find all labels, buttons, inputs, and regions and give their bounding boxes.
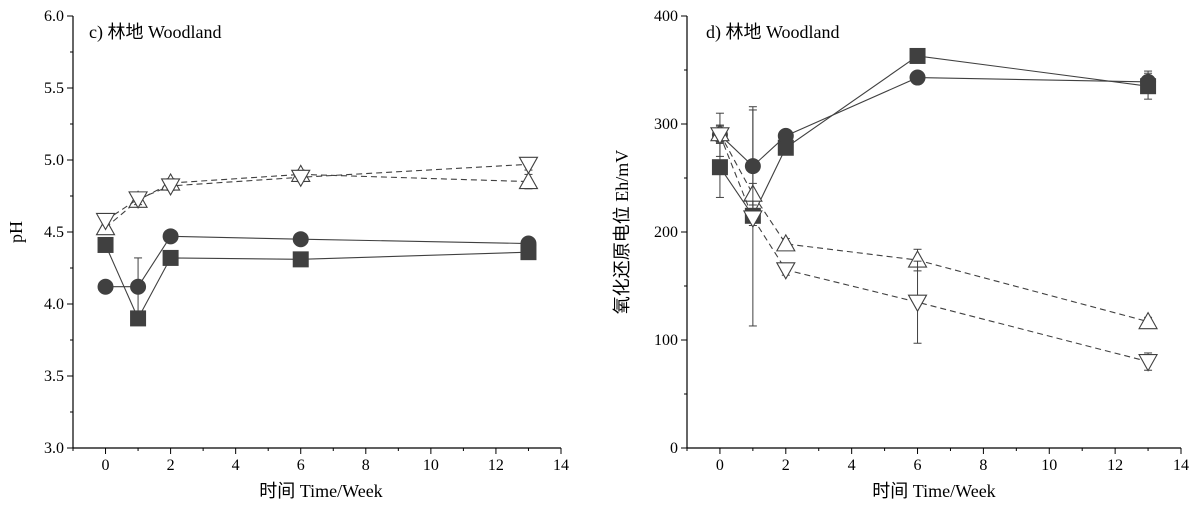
y-axis-title: pH — [6, 221, 26, 243]
x-tick-label: 2 — [167, 457, 175, 474]
data-point-triangle-up — [518, 171, 539, 190]
data-point-triangle-up — [775, 233, 796, 252]
data-point-triangle-down — [775, 262, 796, 280]
x-tick-label: 0 — [716, 457, 724, 474]
panel-title: c) 林地 Woodland — [89, 22, 222, 43]
y-tick-label: 200 — [654, 224, 678, 241]
series-circle — [97, 228, 537, 317]
y-tick-label: 0 — [670, 440, 678, 457]
data-point-triangle-down — [95, 212, 116, 231]
data-point-square — [292, 251, 309, 268]
data-point-square — [711, 159, 728, 176]
series-triangle-up — [95, 164, 539, 236]
y-tick-label: 400 — [654, 8, 678, 25]
x-tick-label: 4 — [232, 457, 240, 474]
data-point-circle — [520, 235, 537, 252]
data-point-triangle-down — [518, 156, 539, 175]
y-tick-label: 3.0 — [44, 440, 64, 457]
x-tick-label: 10 — [1041, 457, 1057, 474]
data-point-triangle-down — [128, 191, 149, 210]
data-point-triangle-down — [290, 169, 311, 188]
data-point-circle — [777, 127, 794, 144]
data-point-triangle-down — [907, 294, 928, 313]
x-tick-label: 14 — [553, 457, 569, 474]
x-tick-label: 12 — [1107, 457, 1123, 474]
series-triangle-down — [95, 156, 539, 231]
x-tick-label: 6 — [914, 457, 922, 474]
data-point-triangle-down — [160, 178, 181, 197]
x-tick-label: 14 — [1173, 457, 1189, 474]
y-tick-label: 5.5 — [44, 80, 64, 97]
y-tick-label: 300 — [654, 116, 678, 133]
y-tick-label: 4.5 — [44, 224, 64, 241]
series-line — [719, 133, 1149, 323]
x-tick-label: 10 — [423, 457, 439, 474]
x-tick-label: 4 — [848, 457, 856, 474]
y-tick-label: 4.0 — [44, 296, 64, 313]
series-square — [97, 236, 537, 327]
data-point-circle — [162, 228, 179, 245]
data-point-circle — [97, 278, 114, 295]
data-point-square — [162, 249, 179, 266]
x-tick-label: 12 — [488, 457, 504, 474]
data-point-square — [97, 236, 114, 253]
data-point-square — [909, 47, 926, 64]
series-line — [105, 173, 529, 229]
data-point-circle — [130, 278, 147, 295]
panel-title: d) 林地 Woodland — [706, 22, 840, 43]
x-tick-label: 6 — [297, 457, 305, 474]
data-point-triangle-down — [1138, 354, 1159, 372]
x-tick-label: 2 — [782, 457, 790, 474]
y-tick-label: 5.0 — [44, 152, 64, 169]
x-axis-title: 时间 Time/Week — [872, 481, 995, 501]
data-point-circle — [909, 69, 926, 86]
data-point-triangle-up — [1138, 311, 1159, 330]
x-tick-label: 0 — [102, 457, 110, 474]
x-axis-title: 时间 Time/Week — [259, 481, 382, 501]
data-point-triangle-down — [709, 127, 730, 145]
y-axis-title: 氧化还原电位 Eh/mV — [612, 150, 632, 315]
x-tick-label: 8 — [362, 457, 370, 474]
data-point-circle — [1140, 73, 1157, 90]
y-tick-label: 100 — [654, 332, 678, 349]
series-triangle-down — [709, 109, 1159, 372]
data-point-triangle-down — [742, 210, 763, 229]
x-tick-label: 8 — [979, 457, 987, 474]
chart-panel-0: 0 2 4 6 8 10 12 14 3.0 3.5 4.0 4.5 5.0 5.5 6.0 时间 Time/… — [6, 8, 569, 501]
chart-panel-1: 0 2 4 6 8 10 12 14 0 100 200 300 400 时间 Time/Week 氧化还原… — [612, 8, 1189, 501]
y-tick-label: 6.0 — [44, 8, 64, 25]
data-point-circle — [292, 231, 309, 248]
series-circle — [711, 69, 1157, 227]
y-tick-label: 3.5 — [44, 368, 64, 385]
